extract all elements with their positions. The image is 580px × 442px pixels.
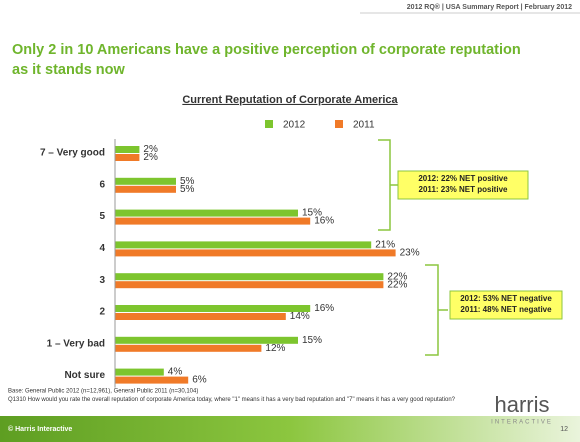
value-label: 14% bbox=[290, 311, 310, 322]
bar bbox=[115, 154, 140, 161]
bracket bbox=[425, 264, 448, 356]
category-label: 6 bbox=[99, 179, 105, 190]
logo-sub: INTERACTIVE bbox=[491, 420, 553, 426]
legend-swatch bbox=[265, 120, 273, 128]
bracket bbox=[378, 139, 398, 231]
category-label: 7 – Very good bbox=[40, 148, 105, 159]
value-label: 16% bbox=[314, 303, 334, 314]
bar bbox=[115, 281, 384, 289]
chart-title: Current Reputation of Corporate America bbox=[182, 94, 398, 106]
category-label: Not sure bbox=[64, 370, 105, 381]
value-label: 2% bbox=[143, 144, 158, 155]
category-label: 3 bbox=[99, 275, 105, 286]
value-label: 23% bbox=[400, 248, 420, 259]
category-label: 5 bbox=[99, 211, 105, 222]
value-label: 15% bbox=[302, 208, 322, 219]
copyright: © Harris Interactive bbox=[8, 425, 72, 433]
bar bbox=[115, 249, 396, 257]
value-label: 5% bbox=[180, 184, 195, 195]
value-label: 22% bbox=[387, 271, 407, 282]
value-label: 6% bbox=[192, 375, 207, 386]
value-label: 4% bbox=[168, 367, 183, 378]
bar bbox=[115, 273, 384, 281]
value-label: 12% bbox=[265, 343, 285, 354]
footer-band bbox=[0, 416, 580, 442]
value-label: 2% bbox=[143, 152, 158, 163]
bar bbox=[115, 344, 262, 352]
logo: harris bbox=[494, 392, 549, 417]
bar bbox=[115, 305, 311, 312]
footnote: Base: General Public 2012 (n=12,961), Ge… bbox=[8, 389, 198, 395]
value-label: 5% bbox=[180, 176, 195, 187]
value-label: 22% bbox=[387, 279, 407, 290]
page-number: 12 bbox=[560, 426, 568, 433]
value-label: 21% bbox=[375, 240, 395, 251]
legend-swatch bbox=[335, 120, 343, 128]
bar bbox=[115, 336, 298, 344]
slide-title: Only 2 in 10 Americans have a positive p… bbox=[12, 42, 521, 78]
bar bbox=[115, 313, 286, 320]
annotation: 2011: 48% NET negative bbox=[460, 305, 552, 314]
bar bbox=[115, 185, 176, 193]
annotation: 2012: 53% NET negative bbox=[460, 294, 552, 303]
value-label: 15% bbox=[302, 335, 322, 346]
value-label: 16% bbox=[314, 216, 334, 227]
bar bbox=[115, 146, 140, 153]
footnote: Q1310 How would you rate the overall rep… bbox=[8, 397, 456, 403]
bar bbox=[115, 241, 372, 249]
legend-label: 2011 bbox=[353, 120, 375, 131]
annotation-box bbox=[397, 170, 529, 200]
bar bbox=[115, 177, 176, 185]
annotation: 2012: 22% NET positive bbox=[418, 174, 508, 183]
bar bbox=[115, 217, 311, 225]
legend-label: 2012 bbox=[283, 120, 306, 131]
annotation-box bbox=[449, 290, 563, 320]
bar bbox=[115, 209, 298, 217]
annotation: 2011: 23% NET positive bbox=[419, 185, 508, 194]
bar bbox=[115, 368, 164, 376]
category-label: 4 bbox=[99, 243, 105, 254]
bar bbox=[115, 376, 189, 384]
category-label: 2 bbox=[99, 307, 105, 318]
header-text: 2012 RQ® | USA Summary Report | February… bbox=[407, 3, 572, 11]
category-label: 1 – Very bad bbox=[47, 338, 105, 349]
